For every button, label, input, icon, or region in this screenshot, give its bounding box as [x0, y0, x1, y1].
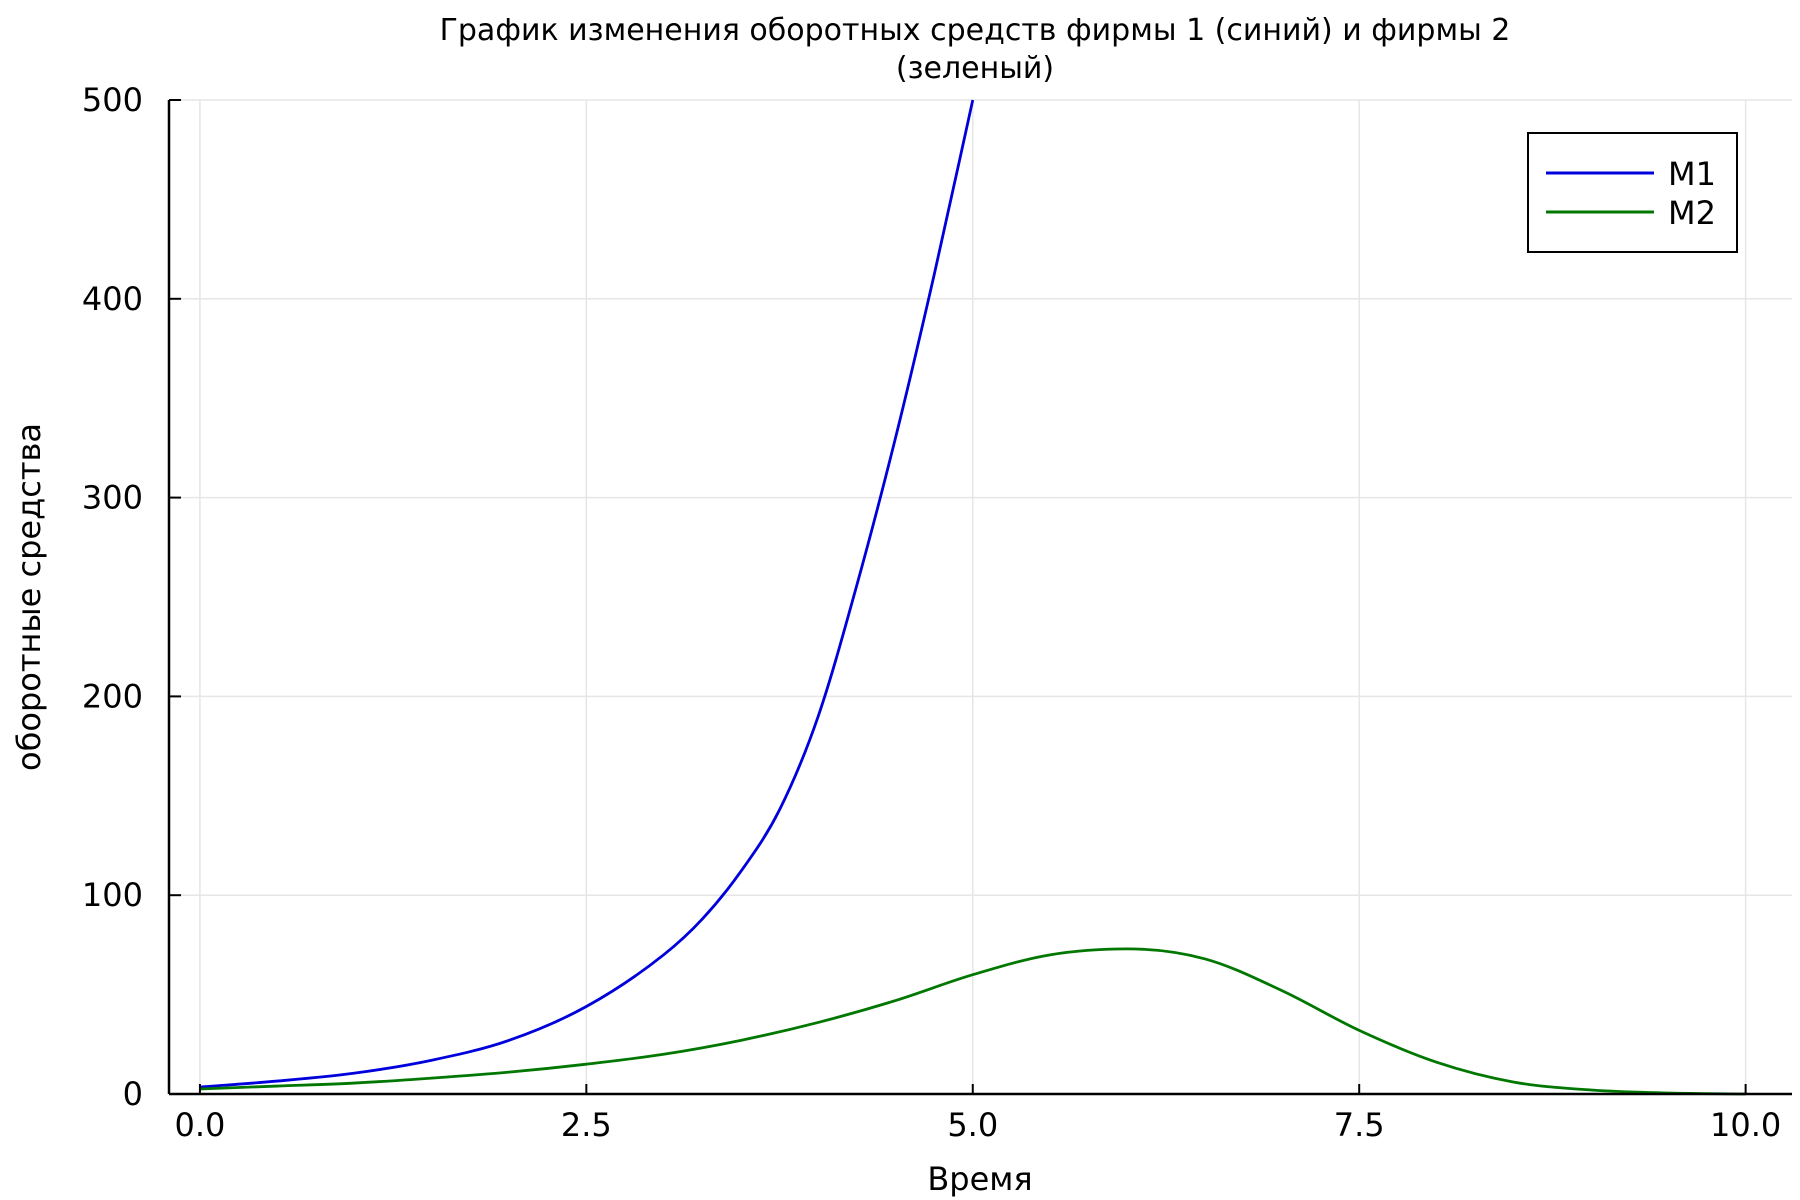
legend-label-m2: M2 [1668, 194, 1716, 232]
y-tick-label: 200 [82, 677, 143, 715]
x-tick-label: 5.0 [947, 1106, 998, 1144]
legend-box [1527, 132, 1738, 253]
chart-title-line-1: График изменения оборотных средств фирмы… [440, 13, 1511, 48]
legend: M1 M2 [1527, 132, 1738, 253]
x-tick-label: 7.5 [1334, 1106, 1385, 1144]
y-tick-label: 400 [82, 280, 143, 318]
y-tick-label: 0 [123, 1075, 143, 1113]
y-tick-label: 100 [82, 876, 143, 914]
series-line-m1 [199, 99, 975, 1089]
x-tick-label: 2.5 [561, 1106, 612, 1144]
x-tick-label: 0.0 [174, 1106, 225, 1144]
legend-label-m1: M1 [1668, 155, 1716, 193]
series-line-m2 [199, 947, 1746, 1096]
y-tick-label: 500 [82, 81, 143, 119]
y-axis-label: оборотные средства [10, 423, 48, 771]
chart-title-line-2: (зеленый) [896, 51, 1054, 86]
y-tick-label: 300 [82, 479, 143, 517]
tick-group: 0.0 2.5 5.0 7.5 10.0 0 100 200 300 400 500 [82, 81, 1781, 1144]
x-axis-label: Время [927, 1160, 1032, 1198]
x-tick-label: 10.0 [1710, 1106, 1781, 1144]
series-group [199, 99, 1746, 1096]
